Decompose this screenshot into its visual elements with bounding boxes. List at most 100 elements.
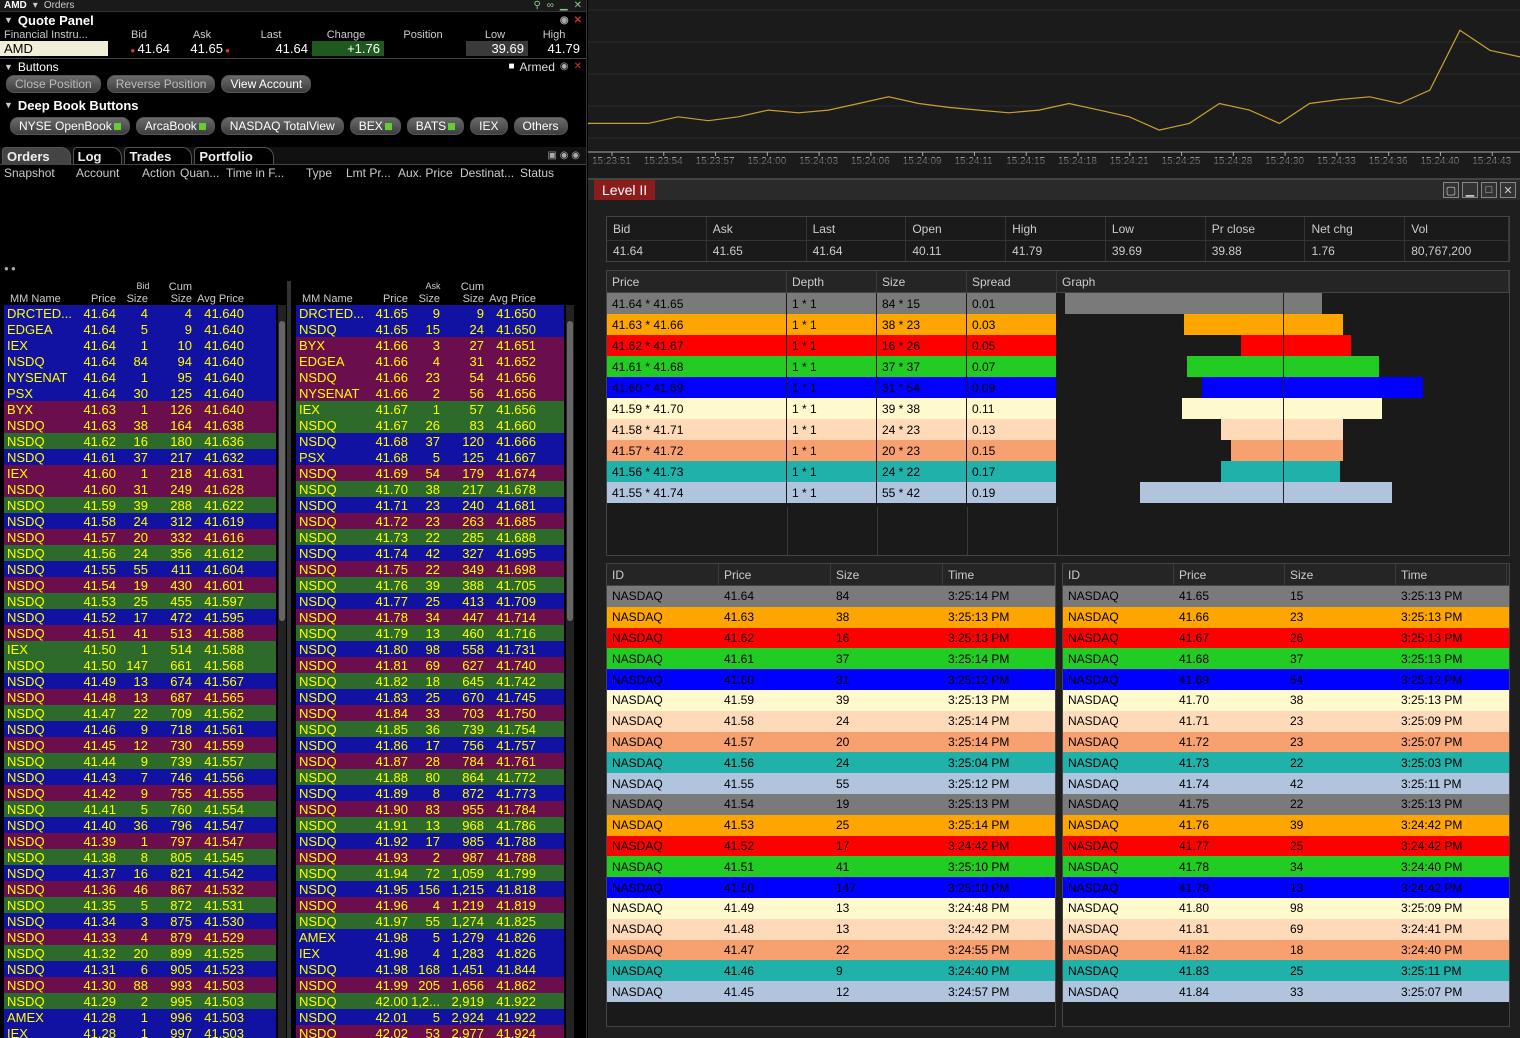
book-row[interactable]: NSDQ 41.53 25 455 41.597 bbox=[4, 593, 276, 609]
book-row[interactable]: NSDQ 41.74 42 327 41.695 bbox=[296, 545, 564, 561]
quote-instrument[interactable]: AMD bbox=[0, 41, 108, 56]
book-row[interactable]: NSDQ 41.43 7 746 41.556 bbox=[4, 769, 276, 785]
quote-row-amd[interactable]: AMD ● 41.64 41.65 ● 41.64 +1.76 39.69 41… bbox=[0, 41, 586, 56]
depth-row[interactable]: 41.56 * 41.73 1 * 1 24 * 22 0.17 bbox=[607, 461, 1509, 482]
book-col-header[interactable]: Size bbox=[418, 293, 440, 305]
book-row[interactable]: NSDQ 41.49 13 674 41.567 bbox=[4, 673, 276, 689]
deep-book-button-bex[interactable]: BEX bbox=[349, 117, 401, 135]
orders-col-header[interactable]: Type bbox=[306, 166, 333, 180]
orders-col-header[interactable]: Action bbox=[142, 166, 176, 180]
book-row[interactable]: NSDQ 41.99 205 1,656 41.862 bbox=[296, 977, 564, 993]
book-row[interactable]: IEX 41.28 1 997 41.503 bbox=[4, 1025, 276, 1038]
book-row[interactable]: PSX 41.64 30 125 41.640 bbox=[4, 385, 276, 401]
book-row[interactable]: NSDQ 41.57 20 332 41.616 bbox=[4, 529, 276, 545]
book-row[interactable]: NSDQ 41.29 2 995 41.503 bbox=[4, 993, 276, 1009]
trade-row[interactable]: NASDAQ 41.72 23 3:25:07 PM bbox=[1063, 731, 1509, 753]
book-row[interactable]: PSX 41.68 5 125 41.667 bbox=[296, 449, 564, 465]
trade-row[interactable]: NASDAQ 41.83 25 3:25:11 PM bbox=[1063, 960, 1509, 982]
depth-col-header[interactable]: Price bbox=[607, 271, 787, 292]
trade-row[interactable]: NASDAQ 41.63 38 3:25:13 PM bbox=[607, 606, 1055, 628]
armed-checkbox[interactable]: ■ bbox=[508, 61, 515, 72]
trade-row[interactable]: NASDAQ 41.84 33 3:25:07 PM bbox=[1063, 981, 1509, 1002]
book-row[interactable]: NSDQ 41.62 16 180 41.636 bbox=[4, 433, 276, 449]
trade-col-header[interactable]: Size bbox=[831, 564, 943, 585]
quote-ask[interactable]: 41.65 ● bbox=[190, 41, 230, 56]
trade-col-header[interactable]: Time bbox=[1396, 564, 1507, 585]
book-row[interactable]: NSDQ 41.42 9 755 41.555 bbox=[4, 785, 276, 801]
book-row[interactable]: NSDQ 41.83 25 670 41.745 bbox=[296, 689, 564, 705]
book-row[interactable]: NSDQ 41.97 55 1,274 41.825 bbox=[296, 913, 564, 929]
splitter-dots[interactable]: ● ● bbox=[4, 264, 16, 273]
book-row[interactable]: NSDQ 41.36 46 867 41.532 bbox=[4, 881, 276, 897]
trade-col-header[interactable]: ID bbox=[607, 564, 719, 585]
book-row[interactable]: NSDQ 42.01 5 2,924 41.922 bbox=[296, 1009, 564, 1025]
book-row[interactable]: NSDQ 41.65 15 24 41.650 bbox=[296, 321, 564, 337]
buttons-header[interactable]: ▼ Buttons ■ Armed ◉ ✕ bbox=[0, 58, 586, 74]
book-row[interactable]: NYSENAT 41.66 2 56 41.656 bbox=[296, 385, 564, 401]
trade-col-header[interactable]: Time bbox=[943, 564, 1055, 585]
collapse-icon[interactable]: ▼ bbox=[4, 61, 13, 72]
book-row[interactable]: NSDQ 42.00 1,2... 2,919 41.922 bbox=[296, 993, 564, 1009]
book-row[interactable]: NSDQ 41.63 38 164 41.638 bbox=[4, 417, 276, 433]
reverse-position-button[interactable]: Reverse Position bbox=[106, 75, 216, 93]
book-col-header[interactable]: Cum Size bbox=[168, 281, 192, 305]
book-row[interactable]: NSDQ 41.61 37 217 41.632 bbox=[4, 449, 276, 465]
close-icon[interactable]: ✕ bbox=[573, 14, 582, 26]
trade-row[interactable]: NASDAQ 41.48 13 3:24:42 PM bbox=[607, 918, 1055, 940]
quote-bid[interactable]: ● 41.64 bbox=[130, 41, 170, 56]
book-row[interactable]: NSDQ 41.30 88 993 41.503 bbox=[4, 977, 276, 993]
trade-row[interactable]: NASDAQ 41.74 42 3:25:11 PM bbox=[1063, 773, 1509, 794]
trade-row[interactable]: NASDAQ 41.54 19 3:25:13 PM bbox=[607, 793, 1055, 815]
book-row[interactable]: NSDQ 41.37 16 821 41.542 bbox=[4, 865, 276, 881]
trade-row[interactable]: NASDAQ 41.53 25 3:25:14 PM bbox=[607, 814, 1055, 836]
book-row[interactable]: NSDQ 41.70 38 217 41.678 bbox=[296, 481, 564, 497]
book-row[interactable]: NSDQ 41.31 6 905 41.523 bbox=[4, 961, 276, 977]
orders-col-header[interactable]: Time in F... bbox=[226, 166, 285, 180]
trade-row[interactable]: NASDAQ 41.70 38 3:25:13 PM bbox=[1063, 689, 1509, 711]
book-row[interactable]: NSDQ 41.48 13 687 41.565 bbox=[4, 689, 276, 705]
book-row[interactable]: NSDQ 41.82 18 645 41.742 bbox=[296, 673, 564, 689]
level2-tab[interactable]: Level II bbox=[594, 180, 656, 200]
deep-book-button-nyse-openbook[interactable]: NYSE OpenBook bbox=[10, 117, 130, 135]
orders-col-header[interactable]: Status bbox=[520, 166, 555, 180]
book-col-header[interactable]: Cum Size bbox=[460, 281, 484, 305]
book-row[interactable]: NSDQ 41.91 13 968 41.786 bbox=[296, 817, 564, 833]
trade-row[interactable]: NASDAQ 41.57 20 3:25:14 PM bbox=[607, 731, 1055, 753]
book-row[interactable]: NSDQ 41.60 31 249 41.628 bbox=[4, 481, 276, 497]
book-row[interactable]: NSDQ 41.79 13 460 41.716 bbox=[296, 625, 564, 641]
book-row[interactable]: NSDQ 41.81 69 627 41.740 bbox=[296, 657, 564, 673]
depth-row[interactable]: 41.60 * 41.69 1 * 1 31 * 54 0.09 bbox=[607, 377, 1509, 398]
depth-col-header[interactable]: Depth bbox=[787, 271, 877, 292]
book-col-header[interactable]: MM Name bbox=[10, 293, 61, 305]
tab-log[interactable]: Log bbox=[72, 147, 123, 164]
chain-icon[interactable]: ∞ bbox=[546, 0, 554, 11]
trade-row[interactable]: NASDAQ 41.65 15 3:25:13 PM bbox=[1063, 586, 1509, 607]
ask-scrollbar[interactable] bbox=[566, 305, 574, 1038]
book-row[interactable]: NSDQ 41.45 12 730 41.559 bbox=[4, 737, 276, 753]
tab-orders[interactable]: Orders bbox=[2, 147, 71, 164]
maximize-icon[interactable]: □ bbox=[1481, 182, 1497, 198]
trade-row[interactable]: NASDAQ 41.69 54 3:25:12 PM bbox=[1063, 669, 1509, 690]
trade-row[interactable]: NASDAQ 41.68 37 3:25:13 PM bbox=[1063, 648, 1509, 670]
book-row[interactable]: NSDQ 41.80 98 558 41.731 bbox=[296, 641, 564, 657]
book-row[interactable]: IEX 41.67 1 57 41.656 bbox=[296, 401, 564, 417]
book-col-header[interactable]: MM Name bbox=[302, 293, 353, 305]
depth-row[interactable]: 41.61 * 41.68 1 * 1 37 * 37 0.07 bbox=[607, 356, 1509, 377]
deep-book-button-others[interactable]: Others bbox=[513, 117, 568, 135]
symbol-selector[interactable]: AMD bbox=[4, 0, 27, 11]
orders-col-header[interactable]: Snapshot bbox=[4, 166, 55, 180]
trade-row[interactable]: NASDAQ 41.52 17 3:24:42 PM bbox=[607, 835, 1055, 857]
book-row[interactable]: NSDQ 41.44 9 739 41.557 bbox=[4, 753, 276, 769]
book-row[interactable]: NSDQ 41.56 24 356 41.612 bbox=[4, 545, 276, 561]
trade-col-header[interactable]: Price bbox=[719, 564, 831, 585]
book-row[interactable]: NSDQ 42.02 53 2,977 41.924 bbox=[296, 1025, 564, 1038]
book-row[interactable]: NSDQ 41.84 33 703 41.750 bbox=[296, 705, 564, 721]
trade-row[interactable]: NASDAQ 41.56 24 3:25:04 PM bbox=[607, 752, 1055, 774]
orders-col-header[interactable]: Aux. Price bbox=[398, 166, 453, 180]
trade-row[interactable]: NASDAQ 41.62 16 3:25:13 PM bbox=[607, 627, 1055, 649]
trade-row[interactable]: NASDAQ 41.79 13 3:24:42 PM bbox=[1063, 877, 1509, 898]
book-row[interactable]: NSDQ 41.41 5 760 41.554 bbox=[4, 801, 276, 817]
trade-row[interactable]: NASDAQ 41.58 24 3:25:14 PM bbox=[607, 710, 1055, 732]
trade-row[interactable]: NASDAQ 41.50 147 3:25:10 PM bbox=[607, 877, 1055, 898]
book-row[interactable]: NSDQ 41.59 39 288 41.622 bbox=[4, 497, 276, 513]
